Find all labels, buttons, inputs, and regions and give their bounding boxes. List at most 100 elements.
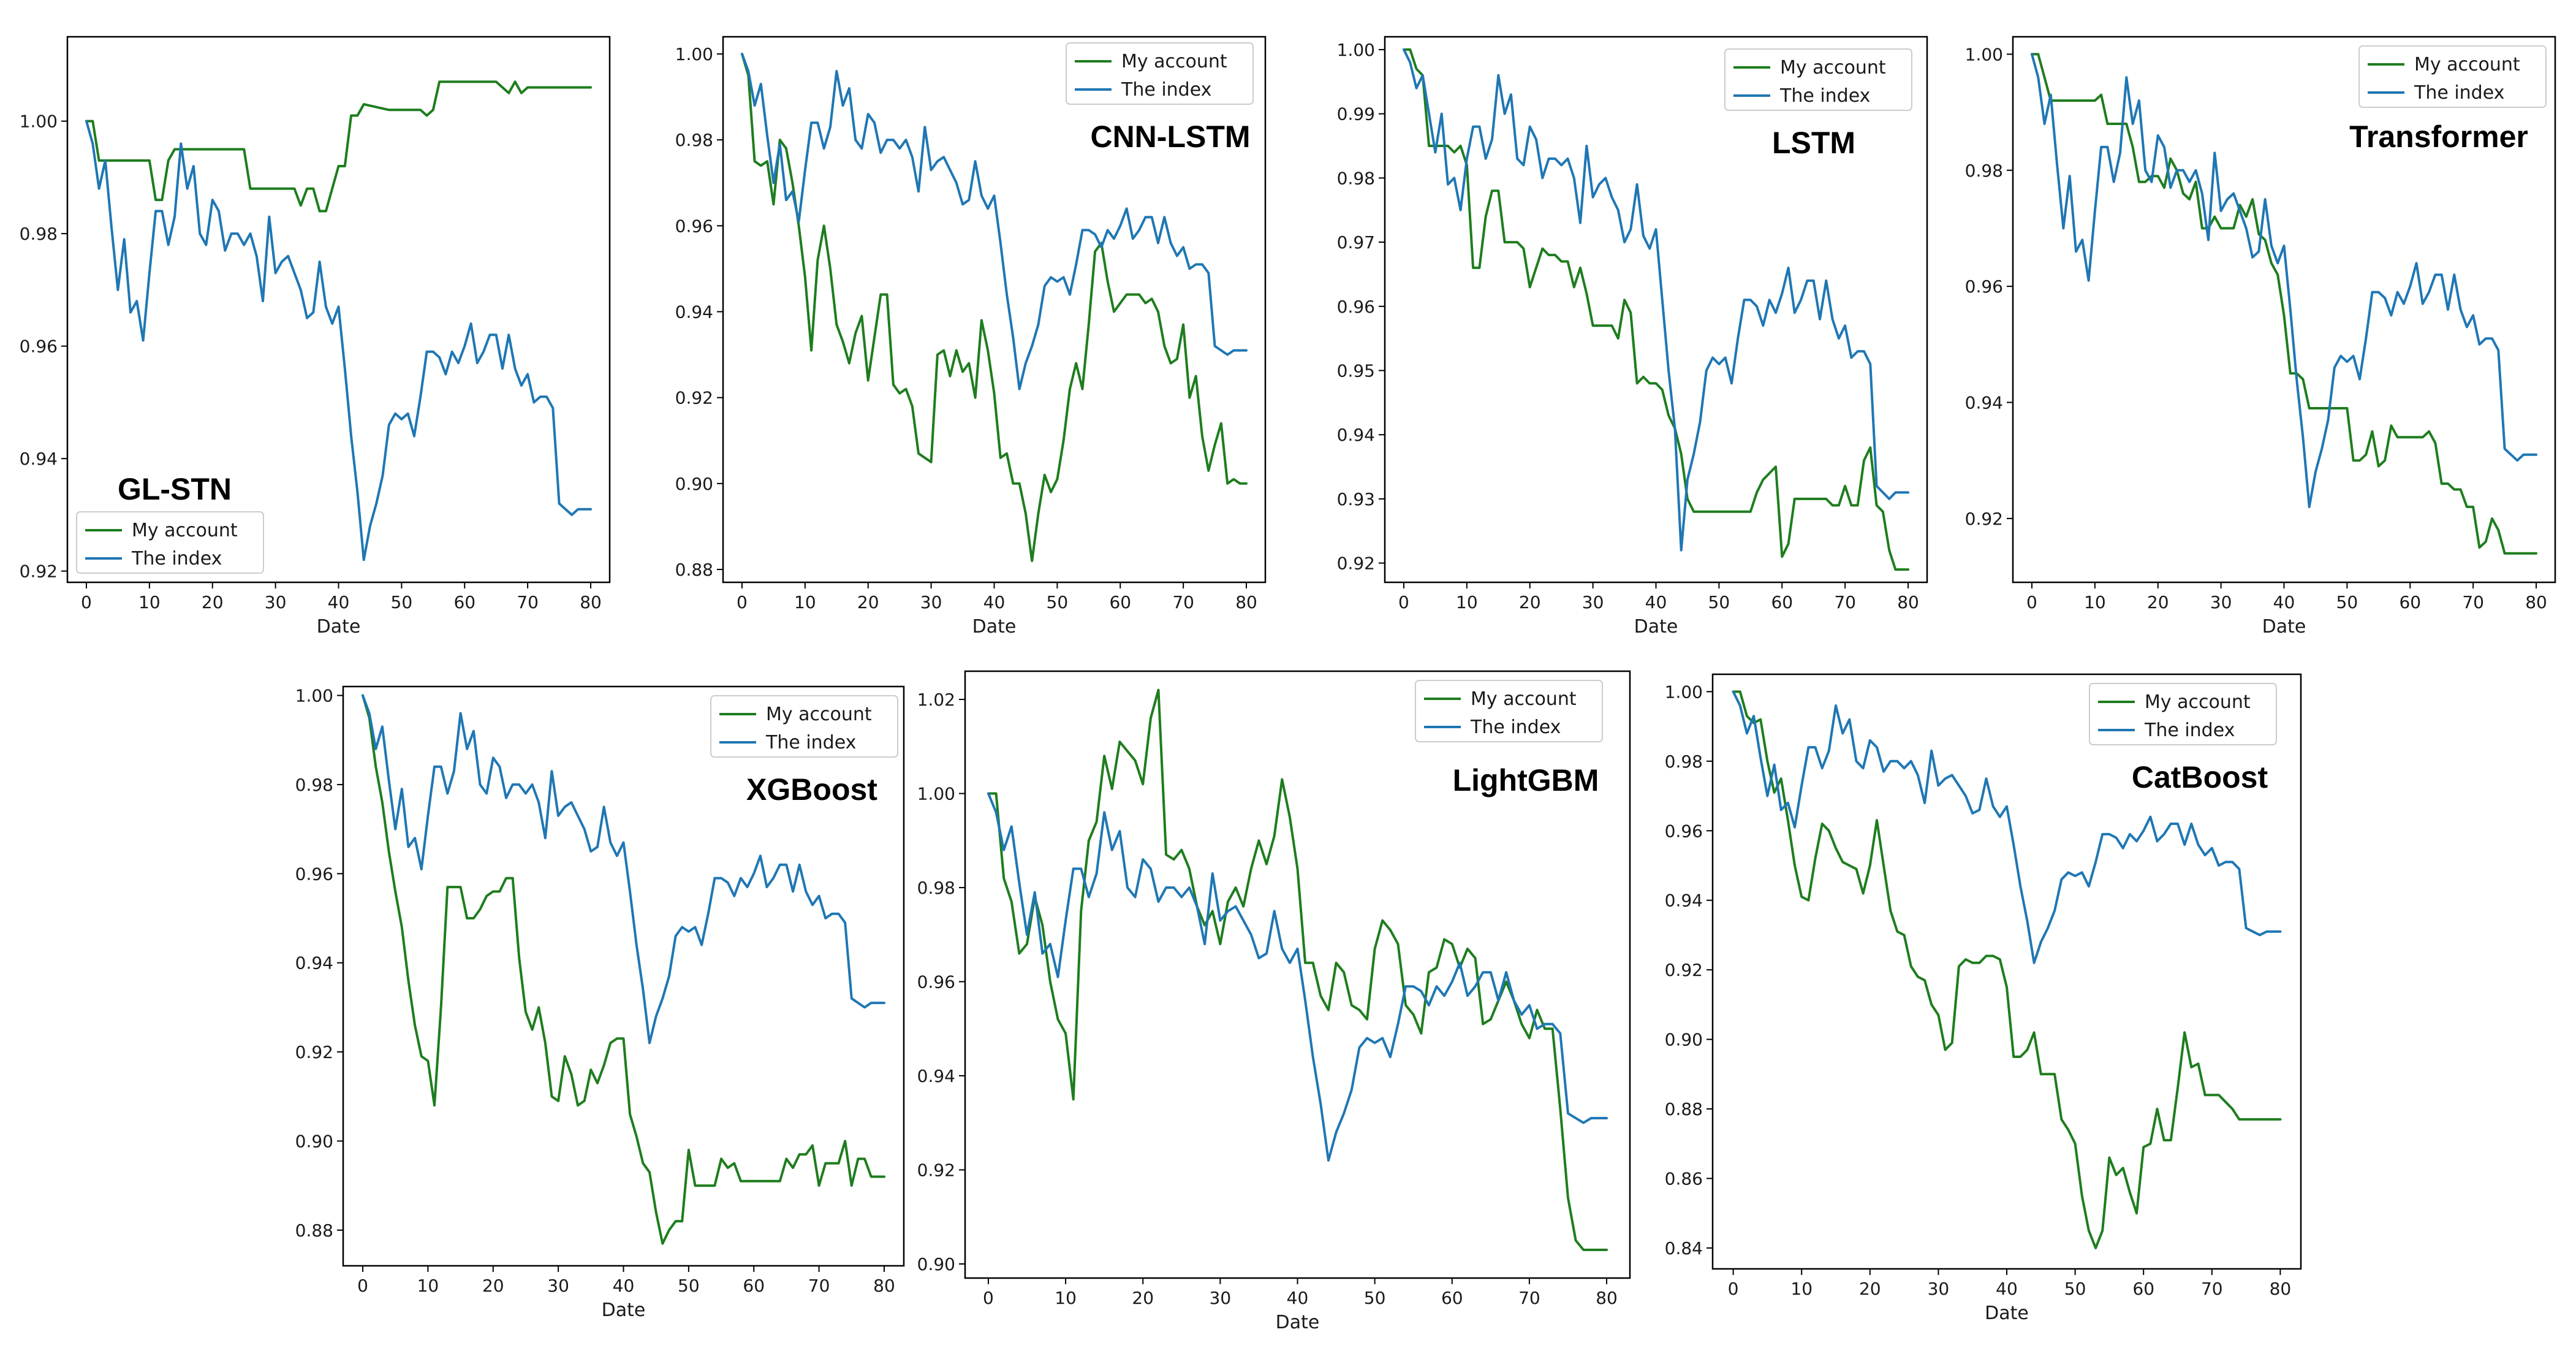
x-tick-label: 50 [1708, 592, 1730, 612]
x-tick-label: 40 [2273, 592, 2295, 612]
x-axis-label: Date [1985, 1303, 2029, 1324]
model-title: LightGBM [1453, 763, 1599, 797]
legend-entry: The index [1470, 717, 1561, 738]
x-tick-label: 10 [1055, 1288, 1077, 1308]
x-tick-label: 30 [2210, 592, 2232, 612]
y-tick-label: 0.98 [917, 878, 955, 898]
x-tick-label: 60 [1109, 592, 1131, 612]
legend-entry: The index [131, 548, 222, 569]
y-tick-label: 1.00 [917, 784, 955, 804]
x-tick-label: 20 [2147, 592, 2169, 612]
y-tick-label: 0.96 [1665, 821, 1703, 841]
y-tick-label: 0.88 [675, 560, 713, 580]
series-line-the-index [85, 120, 592, 561]
legend: My account The index [2089, 683, 2277, 745]
y-tick-label: 1.00 [1337, 40, 1375, 60]
legend-box [1415, 680, 1603, 742]
model-title: CNN-LSTM [1090, 120, 1250, 154]
y-tick-label: 0.88 [295, 1220, 333, 1241]
y-tick-label: 0.98 [20, 224, 58, 244]
x-tick-label: 20 [857, 592, 879, 612]
x-axis-label: Date [2262, 616, 2306, 637]
chart-panel: 0 10 20 30 40 50 60 70 80 0.84 0.86 0.88 0.90 0.92 0.9… [1665, 673, 2302, 1324]
model-title: LSTM [1772, 126, 1855, 160]
chart-panel: 0 10 20 30 40 50 60 70 80 0.92 0.94 0.96 0.98 1.00 Dat… [1965, 36, 2556, 637]
x-tick-label: 60 [2132, 1279, 2154, 1299]
x-tick-label: 40 [328, 592, 350, 612]
x-tick-label: 70 [808, 1276, 830, 1296]
y-tick-label: 0.96 [917, 972, 955, 992]
x-tick-label: 60 [743, 1276, 765, 1296]
x-tick-label: 30 [1928, 1279, 1950, 1299]
x-tick-label: 10 [138, 592, 161, 612]
legend-box [76, 511, 264, 574]
y-tick-label: 1.00 [675, 44, 713, 64]
legend: My account The index [710, 695, 898, 758]
y-tick-label: 0.94 [1665, 891, 1703, 911]
legend-box [710, 695, 898, 758]
x-tick-label: 70 [2201, 1279, 2223, 1299]
plot-frame [1384, 36, 1928, 584]
x-tick-label: 0 [1728, 1279, 1739, 1299]
x-tick-label: 80 [1897, 592, 1919, 612]
legend-box [2358, 45, 2547, 108]
y-tick-label: 0.98 [675, 130, 713, 150]
plot-frame [722, 36, 1267, 584]
x-tick-label: 80 [580, 592, 602, 612]
y-tick-label: 0.96 [1337, 297, 1375, 317]
x-tick-label: 40 [983, 592, 1006, 612]
x-tick-label: 0 [357, 1276, 368, 1296]
x-tick-label: 10 [417, 1276, 439, 1296]
series-line-my-account [362, 694, 885, 1245]
y-tick-label: 0.92 [1665, 960, 1703, 980]
x-tick-label: 0 [1398, 592, 1409, 612]
plot-frame [964, 670, 1631, 1279]
x-tick-label: 70 [1834, 592, 1856, 612]
series-line-the-index [2031, 53, 2537, 508]
legend-entry: My account [1471, 688, 1577, 710]
legend-box [1066, 42, 1254, 105]
legend-box [2089, 683, 2277, 745]
x-tick-label: 60 [1771, 592, 1793, 612]
x-tick-label: 20 [1859, 1279, 1881, 1299]
x-tick-label: 80 [2525, 592, 2547, 612]
y-tick-label: 0.92 [20, 561, 58, 582]
x-tick-label: 80 [873, 1276, 895, 1296]
legend: My account The index [76, 511, 264, 574]
legend-entry: The index [765, 732, 856, 753]
series-line-the-index [362, 694, 885, 1045]
legend-entry: The index [2144, 720, 2235, 741]
chart-panel: 0 10 20 30 40 50 60 70 80 0.92 0.93 0.94 0.95 0.96 0.9… [1337, 36, 1928, 637]
y-tick-label: 0.94 [1965, 392, 2003, 413]
x-tick-label: 40 [1645, 592, 1667, 612]
model-title: XGBoost [746, 772, 877, 807]
y-tick-label: 0.97 [1337, 232, 1375, 253]
series-line-my-account [2031, 53, 2537, 555]
series-line-the-index [741, 53, 1248, 390]
y-tick-label: 0.92 [295, 1042, 333, 1062]
y-tick-label: 1.00 [295, 686, 333, 706]
legend-entry: The index [1779, 85, 1870, 107]
legend-entry: The index [1121, 79, 1211, 101]
legend-entry: My account [1780, 57, 1886, 78]
x-tick-label: 20 [1519, 592, 1541, 612]
x-axis-label: Date [972, 616, 1017, 637]
y-tick-label: 0.98 [1965, 161, 2003, 181]
plot-frame [1711, 673, 2302, 1270]
model-title: Transformer [2349, 120, 2528, 154]
x-tick-label: 60 [1441, 1288, 1463, 1308]
x-tick-label: 60 [453, 592, 475, 612]
y-tick-label: 0.95 [1337, 360, 1375, 381]
y-tick-label: 0.90 [1665, 1030, 1703, 1050]
y-tick-label: 0.98 [295, 775, 333, 795]
y-tick-label: 0.92 [917, 1160, 955, 1180]
chart-panel: 0 10 20 30 40 50 60 70 80 0.88 0.90 0.92 0.94 0.96 0.9… [295, 686, 905, 1321]
x-tick-label: 30 [265, 592, 287, 612]
x-tick-label: 40 [1287, 1288, 1309, 1308]
x-tick-label: 20 [482, 1276, 504, 1296]
x-tick-label: 50 [2064, 1279, 2086, 1299]
x-tick-label: 80 [1596, 1288, 1618, 1308]
x-tick-label: 0 [983, 1288, 994, 1308]
y-tick-label: 0.94 [295, 953, 333, 973]
y-tick-label: 1.02 [917, 690, 955, 710]
